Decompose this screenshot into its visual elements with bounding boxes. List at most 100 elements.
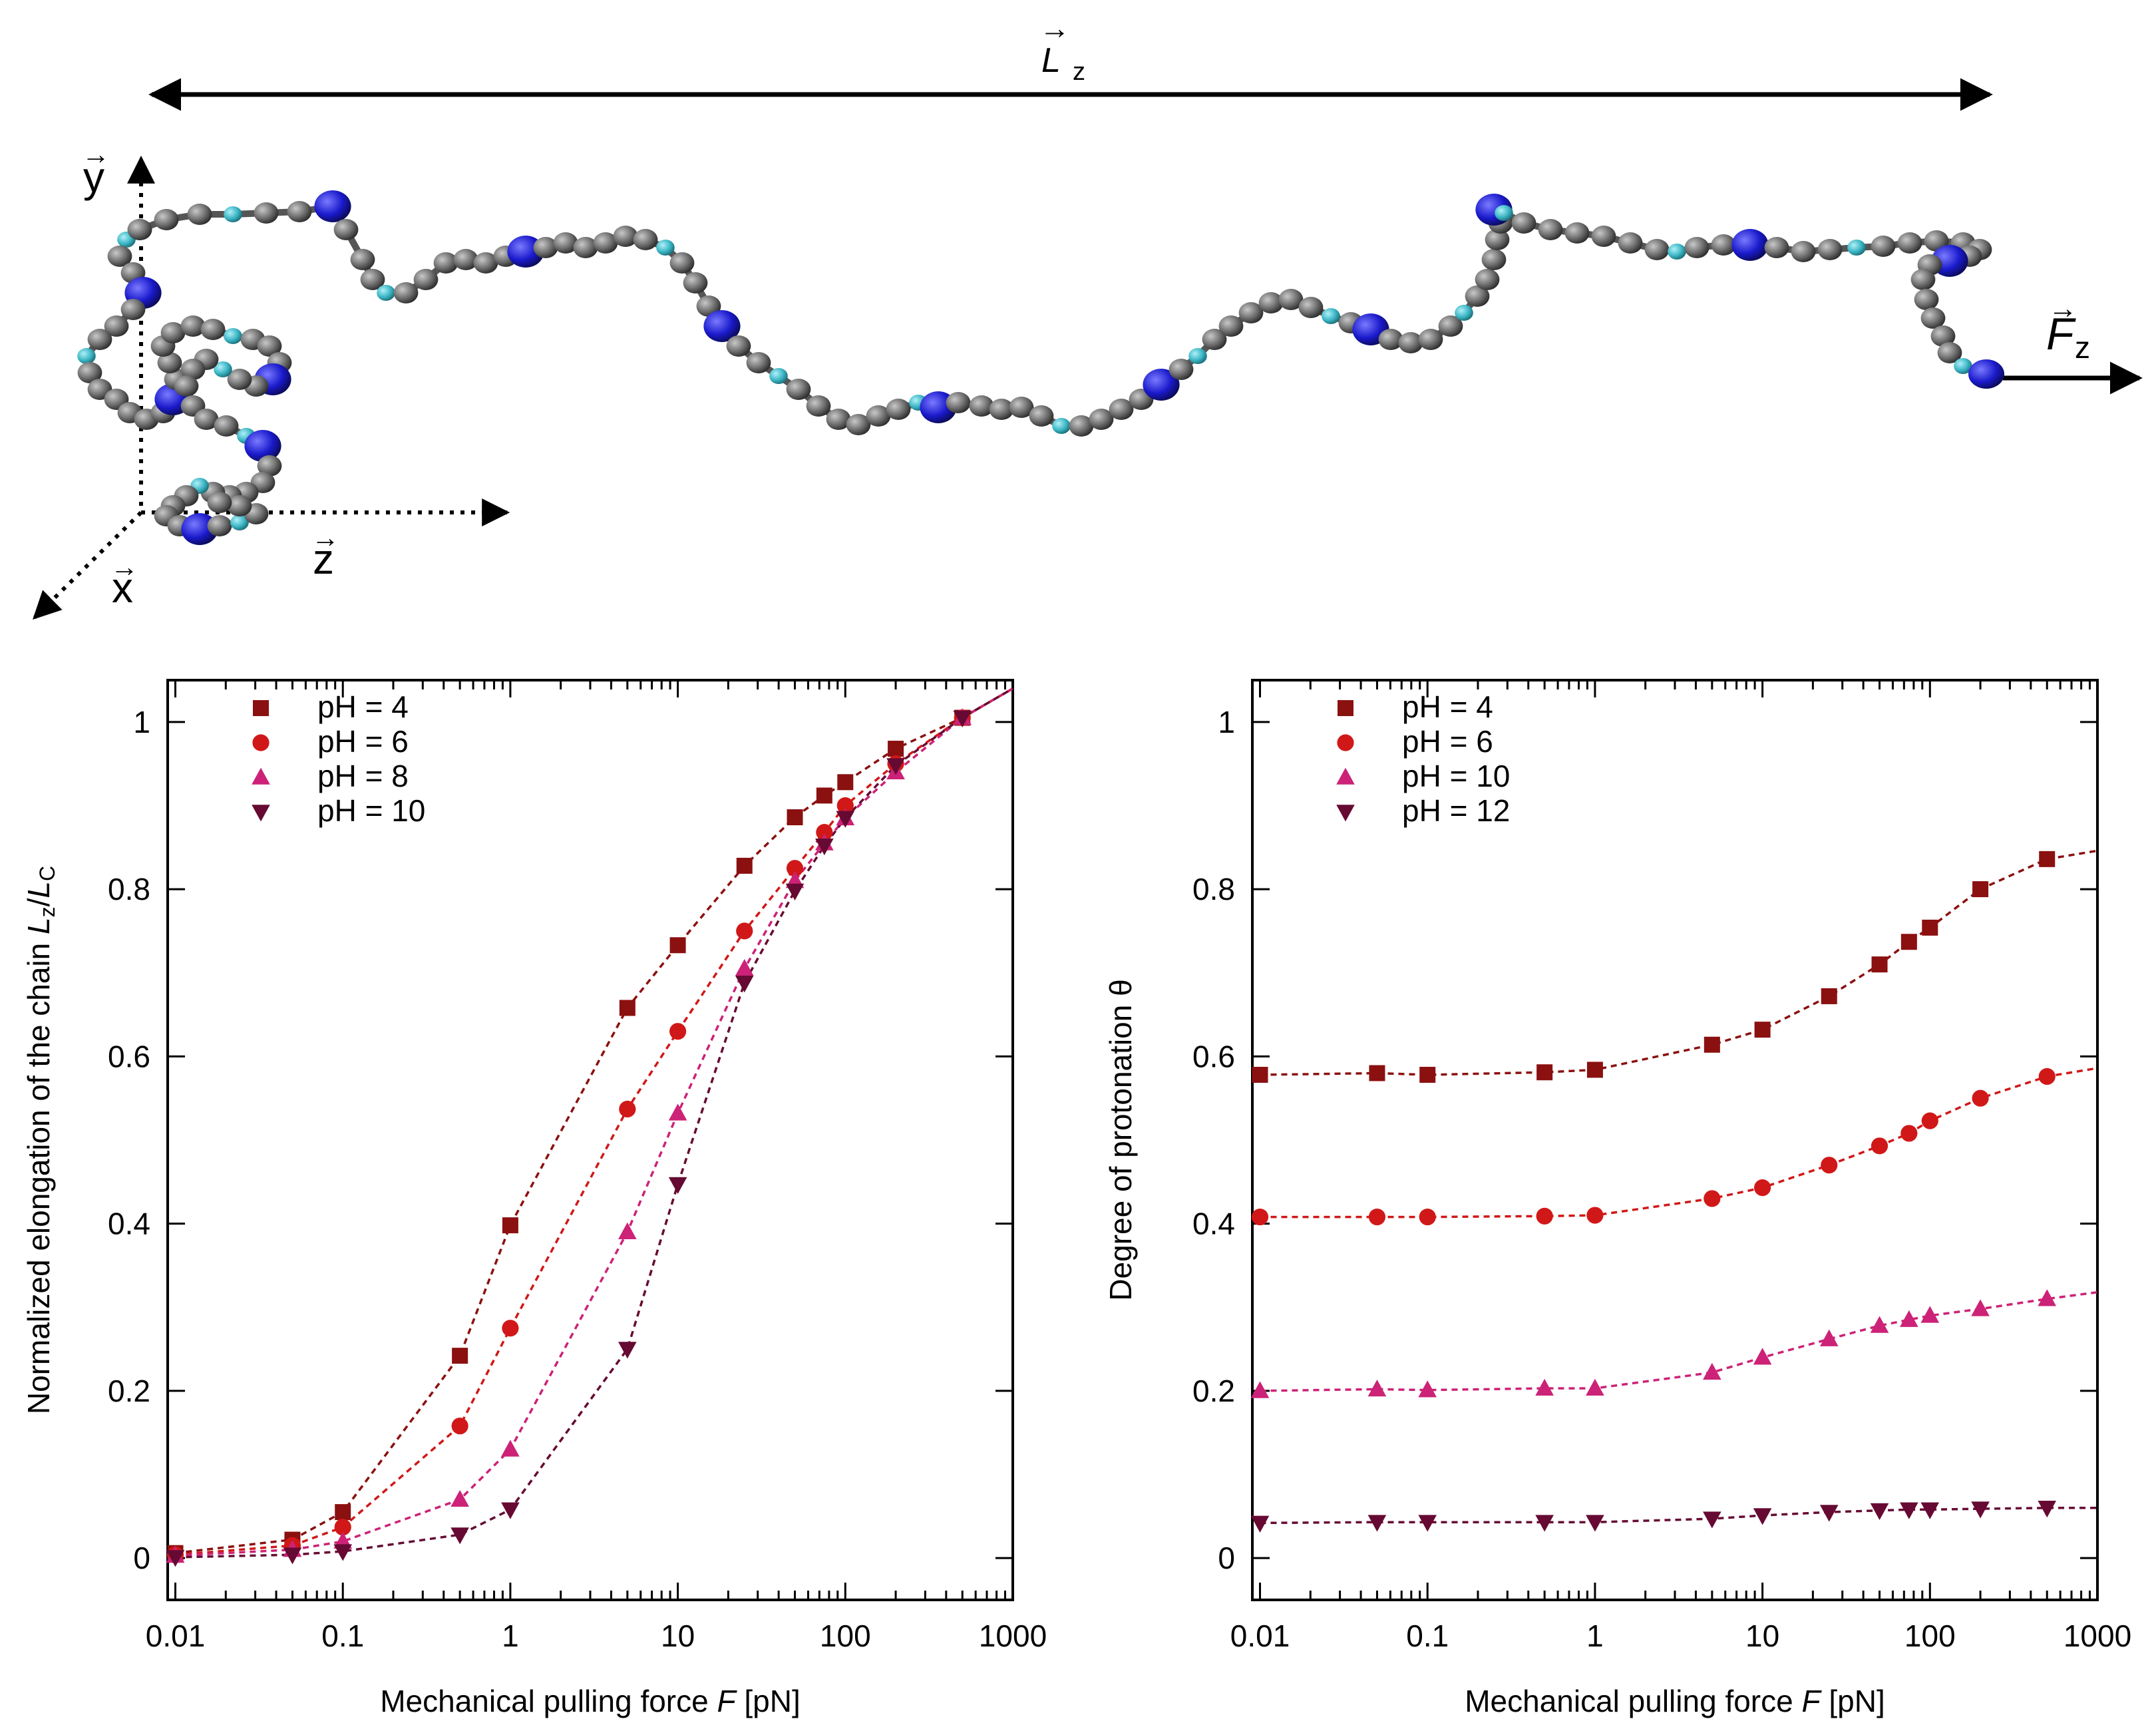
- legend: pH = 4pH = 6pH = 8pH = 10: [252, 689, 425, 828]
- carbon-atom: [1791, 241, 1816, 262]
- data-point: [1900, 1502, 1918, 1519]
- data-point: [1819, 1505, 1839, 1522]
- lz-subscript: z: [1073, 58, 1085, 86]
- axis-ticks: 0.01 0.1 1 10 100 1000 0 0.2 0.4 0.6 0.8 1: [1192, 680, 2131, 1653]
- y-tick-label: 0.2: [108, 1374, 150, 1408]
- carbon-atom: [1009, 397, 1034, 418]
- data-point: [1754, 1022, 1771, 1038]
- data-point: [1870, 1316, 1889, 1333]
- data-point: [1704, 1036, 1720, 1053]
- x-letter: x: [112, 564, 133, 612]
- chain-bond: [136, 203, 1990, 429]
- series-line-3: [175, 687, 1013, 1557]
- x-tick-label: 10: [1745, 1619, 1779, 1653]
- fz-subscript: z: [2075, 330, 2090, 365]
- legend-marker: [253, 700, 269, 716]
- y-tick-label: 1: [133, 705, 150, 739]
- carbon-atom: [1465, 286, 1490, 307]
- data-point: [1419, 1208, 1436, 1226]
- carbon-atom: [350, 249, 375, 270]
- carbon-atom: [120, 299, 146, 320]
- carbon-atom: [1029, 405, 1054, 427]
- data-point: [836, 797, 854, 815]
- x-tick-label: 0.1: [1406, 1619, 1449, 1653]
- data-point: [953, 710, 972, 727]
- hydrogen-atom: [214, 361, 232, 377]
- data-point: [1900, 1310, 1918, 1327]
- data-point: [502, 1320, 519, 1337]
- data-point: [619, 1100, 636, 1118]
- carbon-atom: [989, 399, 1014, 420]
- carbon-atom: [1398, 332, 1423, 353]
- data-point: [1920, 1306, 1940, 1323]
- data-point: [1536, 1207, 1553, 1225]
- x-tick-label: 1: [502, 1619, 519, 1653]
- carbon-atom: [746, 352, 771, 373]
- data-point: [501, 1440, 520, 1457]
- series-line-1: [175, 687, 1013, 1555]
- nitrogen-atom: [1143, 369, 1180, 401]
- x-tick-label: 100: [820, 1619, 871, 1653]
- carbon-atom: [969, 395, 994, 417]
- carbon-atom: [1817, 239, 1843, 260]
- data-point: [837, 774, 854, 791]
- carbon-atom: [553, 232, 578, 254]
- carbon-atom: [1069, 415, 1094, 437]
- data-point: [1921, 1112, 1938, 1129]
- y-vector-arrow: →: [82, 138, 110, 170]
- series-line-1: [1260, 849, 2098, 1076]
- data-point: [1703, 1362, 1721, 1380]
- carbon-atom: [360, 269, 385, 290]
- carbon-atom: [1109, 399, 1134, 420]
- data-point: [1536, 1064, 1553, 1081]
- y-tick-label: 0: [133, 1541, 150, 1575]
- data-point: [735, 976, 754, 993]
- x-tick-label: 1000: [2064, 1619, 2131, 1653]
- carbon-atom: [1438, 315, 1463, 337]
- data-point: [450, 1489, 469, 1507]
- carbon-atom: [254, 202, 279, 224]
- carbon-atom: [287, 201, 312, 222]
- data-point: [1250, 1381, 1270, 1398]
- nitrogen-atom: [703, 310, 741, 342]
- carbon-atom: [1897, 232, 1922, 254]
- data-point: [815, 838, 834, 856]
- data-point: [1871, 956, 1888, 973]
- series-line-3: [1260, 1290, 2098, 1392]
- y-tick-label: 0.8: [108, 872, 150, 906]
- fz-symbol: F: [2046, 309, 2076, 359]
- carbon-atom: [160, 322, 186, 343]
- data-point: [1821, 1157, 1838, 1174]
- legend-label: pH = 4: [1402, 689, 1493, 724]
- carbon-atom: [154, 209, 179, 230]
- carbon-atom: [1485, 229, 1510, 250]
- nitrogen-atom: [244, 430, 281, 462]
- carbon-atom: [1218, 315, 1244, 337]
- carbon-atom: [1564, 222, 1590, 244]
- carbon-atom: [683, 272, 708, 293]
- data-point: [1418, 1380, 1437, 1398]
- data-point: [618, 1342, 637, 1359]
- y-tick-label: 0.6: [108, 1039, 150, 1073]
- data-point: [1819, 1329, 1839, 1346]
- carbon-atom: [573, 237, 598, 258]
- series-line-4: [175, 687, 1013, 1559]
- data-point: [1821, 988, 1837, 1004]
- hydrogen-atom: [656, 240, 675, 256]
- x-tick-label: 0.01: [146, 1619, 206, 1653]
- carbon-atom: [214, 415, 239, 437]
- legend-marker: [1336, 805, 1355, 822]
- carbon-atom: [453, 249, 478, 270]
- data-point: [836, 811, 855, 828]
- z-letter: z: [313, 535, 334, 583]
- data-point: [1753, 1508, 1772, 1525]
- hydrogen-atom: [230, 514, 249, 530]
- x-tick-label: 1: [1586, 1619, 1604, 1653]
- plot-frame: [166, 679, 1014, 1601]
- legend-label: pH = 12: [1402, 793, 1510, 828]
- hydrogen-atom: [1052, 418, 1071, 434]
- carbon-atom: [1475, 269, 1500, 290]
- y-axis-title: Degree of protonation θ: [1103, 979, 1138, 1300]
